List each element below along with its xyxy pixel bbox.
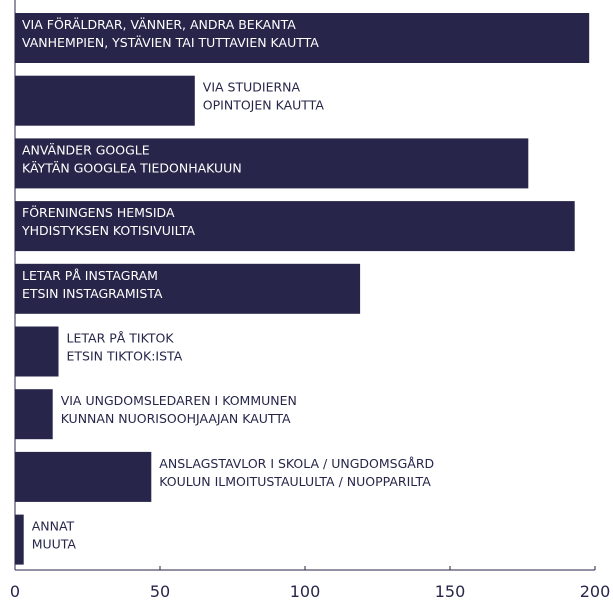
bar [15, 326, 59, 377]
bar-label: VIA FÖRÄLDRAR, VÄNNER, ANDRA BEKANTA VANH… [22, 16, 319, 50]
bar [15, 263, 361, 314]
label-line: KUNNAN NUORISOOHJAAJAN KAUTTA [61, 411, 291, 426]
bar [15, 138, 529, 189]
x-tick-label: 150 [435, 582, 466, 601]
label-line: LETAR PÅ TIKTOK [67, 331, 175, 346]
bar-label: ANNAT MUUTA [32, 519, 77, 552]
label-line: FÖRENINGENS HEMSIDA [22, 204, 175, 220]
label-line: ANNAT [32, 519, 75, 534]
x-tick-label: 0 [10, 582, 20, 601]
label-line: VIA FÖRÄLDRAR, VÄNNER, ANDRA BEKANTA [22, 16, 296, 32]
bar-label: LETAR PÅ INSTAGRAM ETSIN INSTAGRAMISTA [22, 268, 163, 301]
bar-label: VIA UNGDOMSLEDAREN I KOMMUNEN KUNNAN NUOR… [61, 393, 297, 426]
x-tick-label: 200 [580, 582, 611, 601]
bar-label: ANVÄNDER GOOGLE KÄYTÄN GOOGLEA TIEDONHAKU… [22, 142, 242, 175]
x-tick-label: 100 [290, 582, 321, 601]
bar [15, 75, 195, 126]
label-line: KÄYTÄN GOOGLEA TIEDONHAKUUN [22, 160, 242, 175]
bar [15, 451, 152, 502]
bar [15, 389, 53, 440]
label-line: ANSLAGSTAVLOR I SKOLA / UNGDOMSGÅRD [159, 456, 434, 471]
label-line: KOULUN ILMOITUSTAULULTA / NUOPPARILTA [159, 474, 431, 489]
bar-label: LETAR PÅ TIKTOK ETSIN TIKTOK:ISTA [67, 331, 183, 364]
label-line: OPINTOJEN KAUTTA [203, 98, 325, 113]
label-line: YHDISTYKSEN KOTISIVUILTA [21, 223, 195, 238]
bar-label: ANSLAGSTAVLOR I SKOLA / UNGDOMSGÅRD KOULU… [159, 456, 434, 489]
label-line: MUUTA [32, 537, 77, 552]
label-line: ETSIN TIKTOK:ISTA [67, 349, 183, 364]
bar [15, 514, 24, 565]
label-line: ETSIN INSTAGRAMISTA [22, 286, 163, 301]
label-line: LETAR PÅ INSTAGRAM [22, 268, 158, 283]
bar [15, 201, 575, 252]
label-line: VANHEMPIEN, YSTÄVIEN TAI TUTTAVIEN KAUTT… [22, 35, 319, 50]
bar-label: FÖRENINGENS HEMSIDA YHDISTYKSEN KOTISIVUI… [21, 204, 195, 238]
bar [15, 13, 590, 63]
bar-label: VIA STUDIERNA OPINTOJEN KAUTTA [203, 80, 325, 113]
x-tick-label: 50 [150, 582, 170, 601]
label-line: VIA STUDIERNA [203, 80, 301, 95]
label-line: VIA UNGDOMSLEDAREN I KOMMUNEN [61, 393, 297, 408]
label-line: ANVÄNDER GOOGLE [22, 142, 150, 157]
